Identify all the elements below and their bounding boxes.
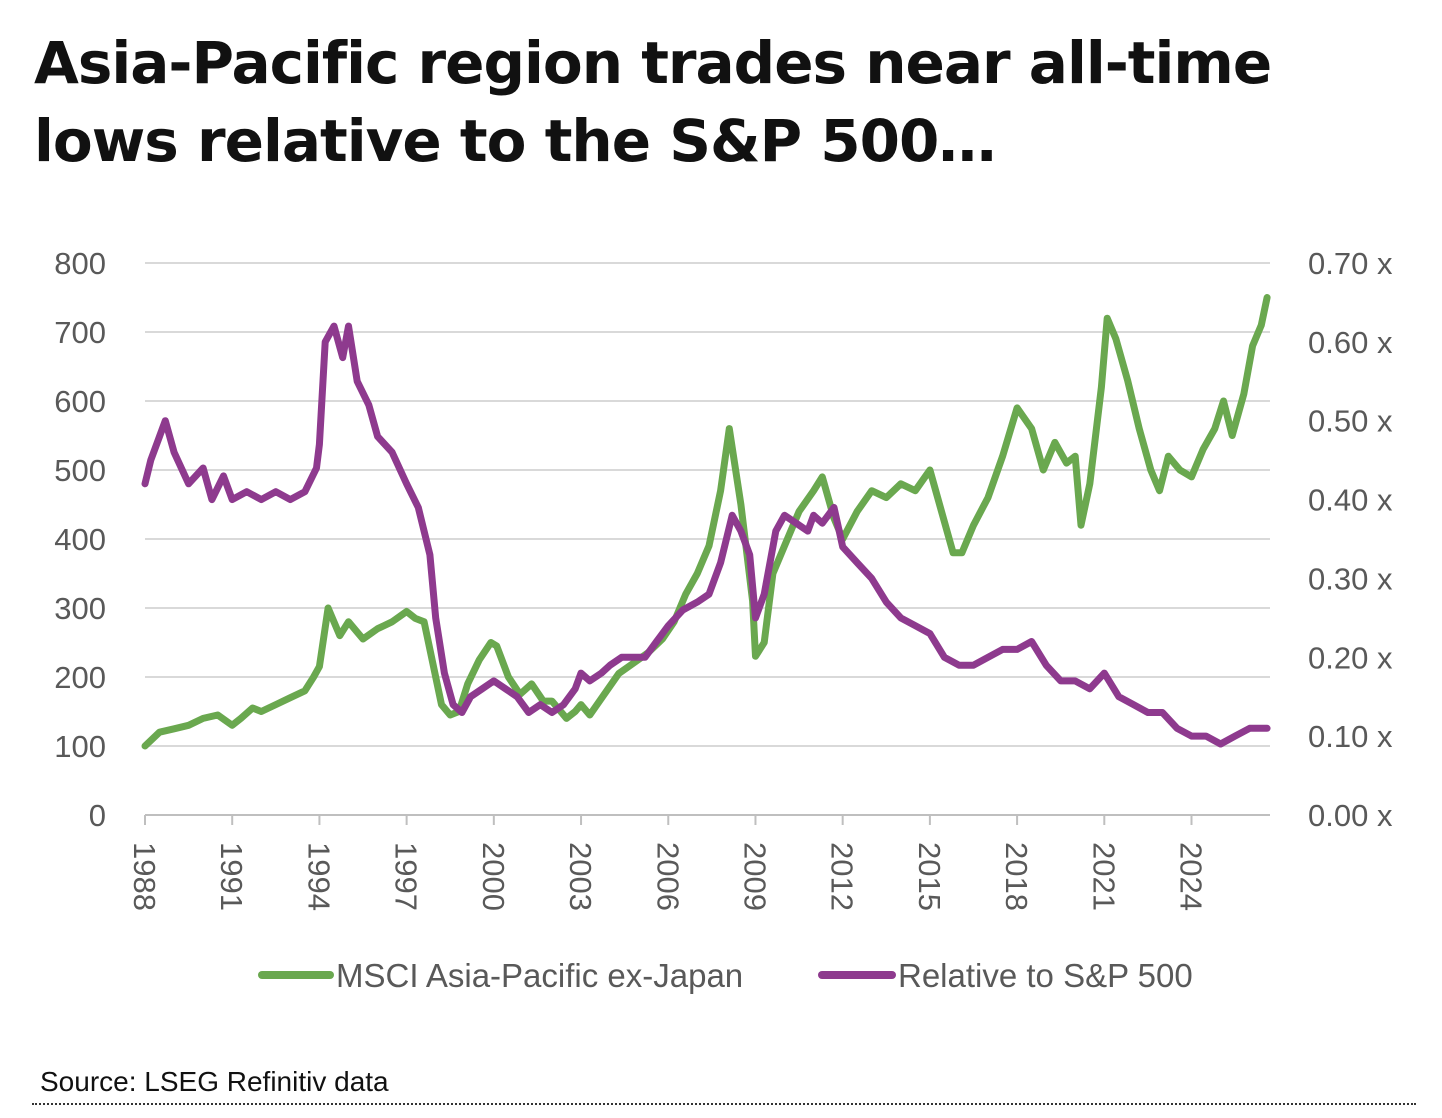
x-tick-label: 1991 (214, 842, 249, 911)
y-left-tick-label: 800 (54, 246, 106, 281)
y-left-tick-label: 500 (54, 453, 106, 488)
x-tick-label: 2024 (1174, 842, 1209, 911)
x-tick-label: 2009 (737, 842, 772, 911)
y-left-tick-label: 100 (54, 729, 106, 764)
y-left-tick-label: 700 (54, 315, 106, 350)
source-divider (32, 1103, 1416, 1105)
y-left-tick-label: 400 (54, 522, 106, 557)
y-left-tick-label: 300 (54, 591, 106, 626)
y-left-tick-label: 600 (54, 384, 106, 419)
y-right-tick-label: 0.30 x (1308, 561, 1393, 596)
y-right-tick-label: 0.00 x (1308, 798, 1393, 833)
x-tick-label: 2012 (825, 842, 860, 911)
legend-label-msci: MSCI Asia-Pacific ex-Japan (336, 957, 743, 994)
y-right-tick-label: 0.50 x (1308, 404, 1393, 439)
x-tick-label: 2006 (650, 842, 685, 911)
y-right-tick-label: 0.70 x (1308, 246, 1393, 281)
x-tick-label: 1994 (301, 842, 336, 911)
x-tick-label: 2000 (476, 842, 511, 911)
x-tick-label: 2003 (563, 842, 598, 911)
chart-title: Asia-Pacific region trades near all-time… (34, 24, 1414, 180)
x-tick-label: 2021 (1086, 842, 1121, 911)
chart-title-line-1: Asia-Pacific region trades near all-time (34, 29, 1272, 97)
source-note: Source: LSEG Refinitiv data (40, 1066, 389, 1097)
x-tick-label: 1997 (389, 842, 424, 911)
y-right-tick-label: 0.20 x (1308, 640, 1393, 675)
y-left-tick-label: 200 (54, 660, 106, 695)
y-right-tick-label: 0.40 x (1308, 483, 1393, 518)
chart-title-line-2: lows relative to the S&P 500… (34, 107, 996, 175)
y-left-tick-label: 0 (89, 798, 106, 833)
x-tick-label: 1988 (127, 842, 162, 911)
x-tick-label: 2018 (999, 842, 1034, 911)
series-line-relative (141, 322, 1271, 748)
y-right-tick-label: 0.10 x (1308, 719, 1393, 754)
series-line-msci (141, 294, 1271, 750)
x-tick-label: 2015 (912, 842, 947, 911)
legend-label-relative: Relative to S&P 500 (898, 957, 1193, 994)
y-right-tick-label: 0.60 x (1308, 325, 1393, 360)
chart: 0 100 200 300 400 500 600 700 800 0.00 x 0.10 x 0.2… (54, 246, 1393, 994)
